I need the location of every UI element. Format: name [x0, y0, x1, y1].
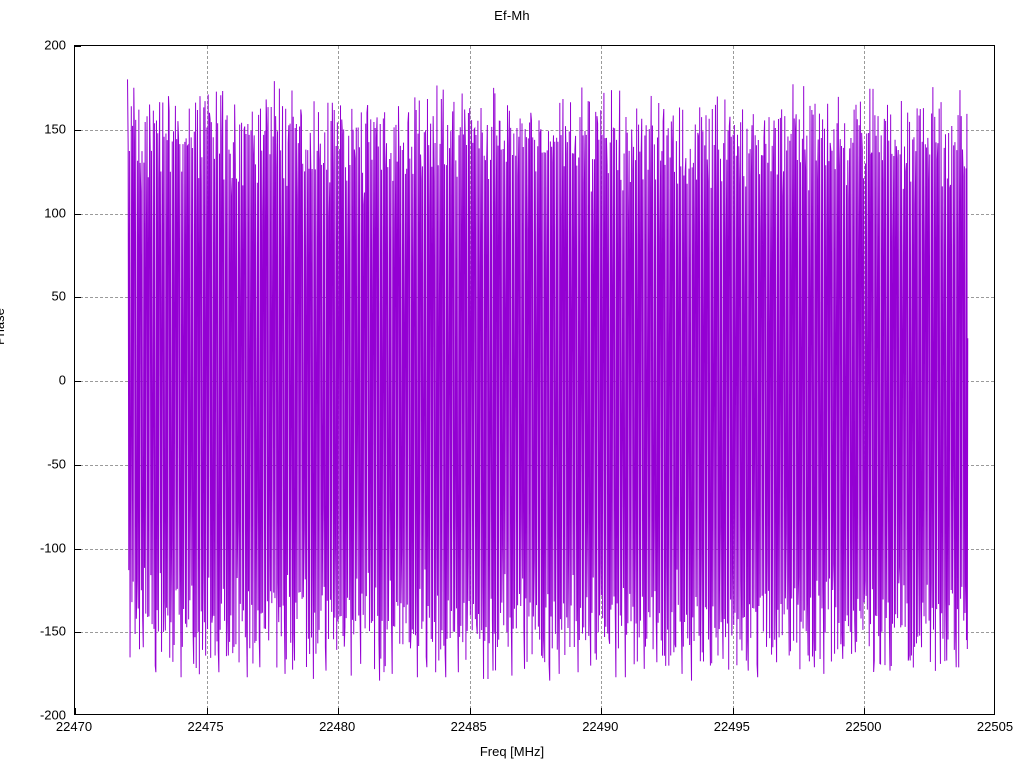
y-tick-mark	[75, 297, 81, 299]
x-tick-mark	[338, 708, 340, 714]
x-tick-label: 22480	[319, 719, 356, 734]
y-tick-label: -200	[39, 707, 66, 723]
gridline-horizontal	[75, 548, 994, 550]
y-tick-label: -150	[39, 623, 66, 639]
x-tick-label: 22500	[845, 719, 882, 734]
data-series-line	[75, 46, 994, 714]
y-tick-label: 150	[44, 121, 66, 137]
x-tick-label: 22505	[976, 719, 1014, 734]
chart-title: Ef-Mh	[494, 8, 530, 23]
y-tick-mark	[75, 46, 81, 47]
y-axis-tick-labels: -200 -150 -100 -50 0 50 100 150 200	[0, 38, 66, 723]
x-axis-title: Freq [MHz]	[479, 744, 545, 759]
y-tick-label: 200	[44, 37, 66, 53]
y-tick-mark	[75, 548, 81, 550]
x-axis-tick-labels: 22470 22475 22480 22485 22490 22495 22500 22505	[56, 719, 1013, 741]
y-tick-label: -50	[47, 456, 66, 472]
gridline-horizontal	[75, 632, 994, 634]
x-tick-label: 22475	[187, 719, 224, 734]
series-path	[128, 79, 968, 680]
y-tick-mark	[75, 129, 81, 131]
y-tick-label: 100	[44, 205, 66, 220]
y-tick-mark	[75, 464, 81, 466]
x-tick-mark	[601, 708, 603, 714]
y-tick-mark	[75, 213, 81, 215]
x-tick-mark	[75, 708, 76, 714]
x-tick-mark	[732, 708, 734, 714]
x-tick-mark	[206, 708, 208, 714]
y-tick-label: -100	[39, 540, 66, 555]
y-tick-mark	[75, 632, 81, 634]
x-tick-mark	[469, 708, 471, 714]
y-tick-label: 50	[51, 288, 66, 304]
x-tick-mark	[864, 708, 866, 714]
y-tick-label: 0	[58, 372, 66, 388]
x-tick-label: 22495	[713, 719, 750, 734]
x-tick-label: 22470	[55, 719, 93, 734]
x-tick-label: 22490	[582, 719, 619, 734]
x-tick-label: 22485	[450, 719, 487, 734]
y-tick-mark	[75, 381, 81, 382]
gridline-horizontal	[75, 129, 994, 131]
plot-area	[74, 45, 995, 715]
